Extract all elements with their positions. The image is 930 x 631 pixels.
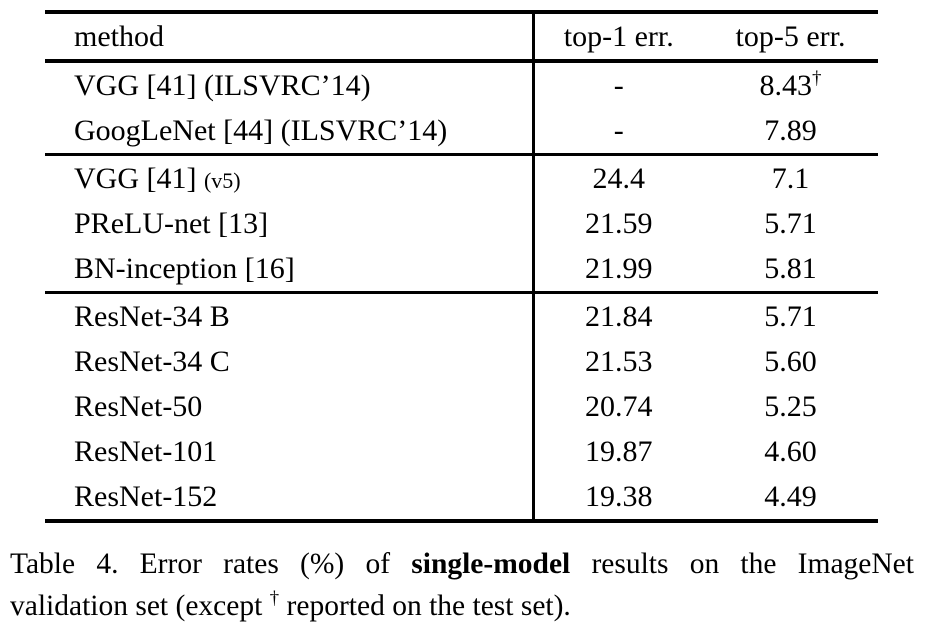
method-cell: ResNet-152 [45, 474, 535, 521]
table-row-bn-inception: BN-inception [16] 21.99 5.81 [45, 246, 878, 293]
top5-cell: 5.25 [764, 389, 817, 423]
top5-cell: 4.60 [764, 434, 817, 468]
results-table: method top-1 err. top-5 err. VGG [41] (I… [45, 10, 878, 523]
top1-cell: - [613, 68, 624, 102]
header-row: method top-1 err. top-5 err. [45, 12, 878, 61]
method-cell: ResNet-34 C [45, 339, 535, 384]
table-row-resnet-101: ResNet-101 19.87 4.60 [45, 429, 878, 474]
header-method: method [45, 12, 535, 61]
top5-cell: 7.1 [771, 161, 810, 195]
table-row-vgg-ilsvrc14: VGG [41] (ILSVRC’14) - 8.43† [45, 61, 878, 108]
method-cell: ResNet-34 B [45, 292, 535, 339]
dagger-superscript: † [269, 588, 280, 609]
top1-cell: - [613, 113, 624, 147]
top1-cell: 21.99 [585, 251, 653, 285]
method-version-note: (v5) [203, 167, 241, 193]
top5-cell: 8.43† [703, 61, 878, 108]
caption-line-1: Table 4. Error rates (%) of single-model… [10, 543, 914, 585]
top5-cell: 5.71 [764, 299, 817, 333]
method-cell: GoogLeNet [44] (ILSVRC’14) [45, 108, 535, 155]
method-name: VGG [41] [74, 161, 204, 195]
top5-cell: 5.71 [764, 206, 817, 240]
caption-line-2: validation set (except † reported on the… [10, 585, 914, 627]
header-top5-err: top-5 err. [735, 19, 846, 53]
dagger-superscript: † [812, 67, 822, 89]
method-cell: ResNet-50 [45, 384, 535, 429]
top5-cell: 4.49 [764, 479, 817, 513]
caption-text: Table 4. Error rates (%) of [10, 548, 412, 580]
top1-cell: 20.74 [585, 389, 653, 423]
caption-bold-text: single-model [411, 548, 571, 580]
table-row-prelu-net: PReLU-net [13] 21.59 5.71 [45, 201, 878, 246]
top5-cell: 5.81 [764, 251, 817, 285]
top5-cell: 7.89 [764, 113, 817, 147]
top1-cell: 19.87 [585, 434, 653, 468]
caption-text: results on the ImageNet [570, 548, 914, 580]
table-row-googlenet: GoogLeNet [44] (ILSVRC’14) - 7.89 [45, 108, 878, 155]
top1-cell: 21.53 [585, 344, 653, 378]
top1-cell: 19.38 [585, 479, 653, 513]
top1-cell: 24.4 [592, 161, 646, 195]
method-cell: ResNet-101 [45, 429, 535, 474]
header-top1-err: top-1 err. [563, 19, 674, 53]
table-row-resnet-152: ResNet-152 19.38 4.49 [45, 474, 878, 521]
method-cell: PReLU-net [13] [45, 201, 535, 246]
top1-cell: 21.84 [585, 299, 653, 333]
top5-cell: 5.60 [764, 344, 817, 378]
caption-text: reported on the test set). [279, 590, 571, 622]
table-caption: Table 4. Error rates (%) of single-model… [10, 543, 914, 627]
table-row-resnet-34c: ResNet-34 C 21.53 5.60 [45, 339, 878, 384]
caption-text: validation set (except [10, 590, 270, 622]
table-row-resnet-34b: ResNet-34 B 21.84 5.71 [45, 292, 878, 339]
table-row-vgg-v5: VGG [41] (v5) 24.4 7.1 [45, 154, 878, 201]
method-cell: VGG [41] (ILSVRC’14) [45, 61, 535, 108]
top1-cell: 21.59 [585, 206, 653, 240]
method-cell: BN-inception [16] [45, 246, 535, 293]
table-row-resnet-50: ResNet-50 20.74 5.25 [45, 384, 878, 429]
method-cell: VGG [41] (v5) [45, 154, 535, 201]
top5-value: 8.43 [759, 68, 813, 102]
